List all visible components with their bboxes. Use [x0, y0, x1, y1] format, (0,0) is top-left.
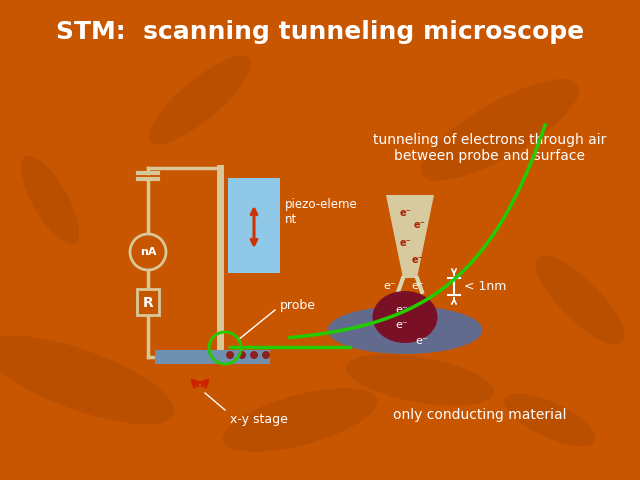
Text: tunneling of electrons through air
between probe and surface: tunneling of electrons through air betwe…: [373, 133, 607, 163]
Polygon shape: [386, 195, 434, 278]
Circle shape: [238, 351, 246, 359]
Ellipse shape: [20, 156, 79, 244]
Circle shape: [262, 351, 270, 359]
Text: piezo-eleme
nt: piezo-eleme nt: [285, 198, 358, 226]
Text: e⁻: e⁻: [396, 305, 408, 315]
Text: e⁻: e⁻: [396, 320, 408, 330]
Ellipse shape: [346, 354, 494, 406]
Text: e⁻: e⁻: [415, 336, 428, 346]
Ellipse shape: [504, 394, 596, 446]
Text: x-y stage: x-y stage: [230, 413, 288, 427]
Text: e⁻: e⁻: [412, 281, 424, 291]
Text: e⁻: e⁻: [399, 238, 411, 248]
Ellipse shape: [0, 336, 175, 424]
Ellipse shape: [535, 255, 625, 345]
Circle shape: [226, 351, 234, 359]
Text: e⁻: e⁻: [412, 255, 424, 265]
Ellipse shape: [148, 56, 252, 144]
Bar: [228, 178, 280, 273]
Ellipse shape: [372, 291, 438, 343]
Circle shape: [250, 351, 258, 359]
Circle shape: [130, 234, 166, 270]
Text: e⁻: e⁻: [414, 220, 426, 230]
Bar: [137, 289, 159, 315]
Text: e⁻: e⁻: [399, 208, 411, 218]
Bar: [155, 350, 270, 364]
Ellipse shape: [421, 79, 579, 181]
Ellipse shape: [328, 306, 483, 354]
Text: nA: nA: [140, 247, 156, 257]
Text: e⁻: e⁻: [383, 281, 396, 291]
Text: only conducting material: only conducting material: [393, 408, 567, 422]
Text: R: R: [143, 296, 154, 310]
Text: probe: probe: [280, 299, 316, 312]
Text: < 1nm: < 1nm: [464, 280, 506, 293]
Text: STM:  scanning tunneling microscope: STM: scanning tunneling microscope: [56, 20, 584, 44]
Ellipse shape: [223, 388, 378, 452]
